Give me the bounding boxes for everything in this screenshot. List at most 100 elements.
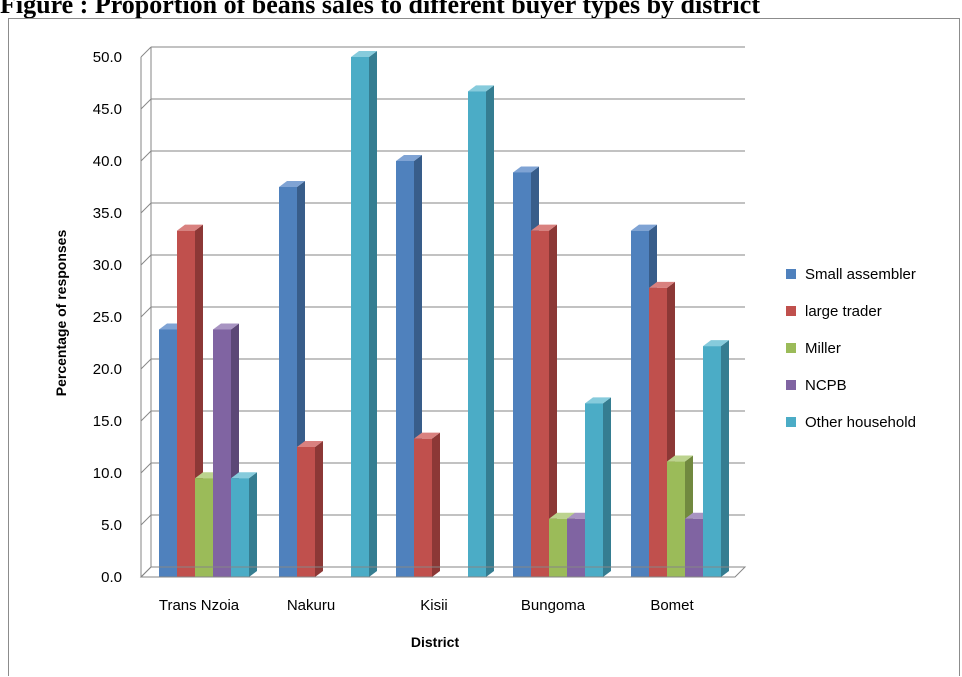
- bar-top: [513, 166, 539, 173]
- legend-item: Miller: [786, 340, 841, 357]
- bar-top: [177, 224, 203, 231]
- bar-side: [369, 51, 377, 577]
- bar-front: [703, 346, 721, 577]
- bar-top: [396, 155, 422, 161]
- legend-swatch: [786, 343, 796, 353]
- bar: [703, 340, 729, 577]
- bar-front: [585, 403, 603, 577]
- gridline-depth: [140, 254, 152, 266]
- y-tick-label: 5.0: [101, 517, 122, 534]
- bar-front: [414, 438, 432, 577]
- x-axis-title: District: [411, 634, 460, 650]
- chart-floor: [139, 566, 747, 578]
- legend-swatch: [786, 417, 796, 427]
- bar-side: [249, 472, 257, 577]
- bar-top: [649, 281, 675, 288]
- legend-label: NCPB: [805, 377, 847, 394]
- legend-item: NCPB: [786, 377, 847, 394]
- bar-side: [486, 85, 494, 577]
- x-tick-label: Bomet: [650, 597, 694, 614]
- gridline-depth: [140, 46, 152, 58]
- bar-side: [432, 432, 440, 577]
- bar-front: [685, 518, 703, 577]
- gridline-depth: [140, 202, 152, 214]
- bar-front: [513, 172, 531, 577]
- gridline-depth: [140, 410, 152, 422]
- y-tick-label: 35.0: [93, 205, 122, 222]
- x-tick-label: Bungoma: [521, 597, 586, 614]
- legend: Small assembler large trader Miller NCPB Oth…: [786, 266, 916, 431]
- bar: [351, 51, 377, 577]
- bar-front: [667, 461, 685, 577]
- bar-top: [279, 181, 305, 187]
- gridline-depth: [140, 150, 152, 162]
- bar-top: [231, 472, 257, 479]
- legend-swatch: [786, 306, 796, 316]
- legend-swatch: [786, 269, 796, 279]
- y-tick-label: 0.0: [101, 569, 122, 586]
- bar-front: [159, 329, 177, 577]
- bar-top: [213, 323, 239, 330]
- bar-front: [631, 230, 649, 577]
- bar-front: [231, 478, 249, 577]
- y-tick-label: 15.0: [93, 413, 122, 430]
- bar-top: [468, 85, 494, 92]
- bar-front: [468, 91, 486, 577]
- bar-front: [531, 230, 549, 577]
- legend-item: large trader: [786, 303, 882, 320]
- legend-swatch: [786, 380, 796, 390]
- bar: [414, 432, 440, 577]
- chart-frame: [8, 18, 960, 676]
- bar-front: [396, 161, 414, 577]
- y-tick-label: 40.0: [93, 153, 122, 170]
- bar-top: [297, 441, 323, 447]
- y-tick-label: 30.0: [93, 257, 122, 274]
- y-axis-ticks: 0.0 5.0 10.0 15.0 20.0 25.0 30.0 35.0 40.0 45.0 50…: [93, 49, 122, 586]
- legend-label: Other household: [805, 414, 916, 431]
- bar: [585, 397, 611, 577]
- bar: [297, 441, 323, 577]
- x-tick-label: Kisii: [420, 597, 448, 614]
- x-tick-label: Nakuru: [287, 597, 335, 614]
- gridline-depth: [140, 358, 152, 370]
- gridline-depth: [140, 98, 152, 110]
- bar-top: [703, 340, 729, 347]
- figure-caption: Figure : Proportion of beans sales to di…: [0, 0, 760, 18]
- x-axis-categories: Trans Nzoia Nakuru Kisii Bungoma Bomet: [159, 597, 695, 614]
- bar-top: [351, 51, 377, 57]
- y-axis-title: Percentage of responses: [53, 230, 69, 397]
- legend-label: Small assembler: [805, 266, 916, 283]
- bar-front: [549, 518, 567, 577]
- bar-top: [414, 432, 440, 439]
- y-tick-label: 50.0: [93, 49, 122, 66]
- bar-front: [351, 57, 369, 577]
- bar-front: [297, 447, 315, 577]
- y-tick-label: 45.0: [93, 101, 122, 118]
- bar-top: [585, 397, 611, 404]
- legend-item: Small assembler: [786, 266, 916, 283]
- bar-top: [549, 512, 575, 519]
- gridline-depth: [140, 306, 152, 318]
- bars: [159, 51, 729, 577]
- gridline-depth: [140, 514, 152, 526]
- bar-top: [631, 224, 657, 231]
- bar: [231, 472, 257, 577]
- bar-front: [279, 187, 297, 577]
- bar-front: [567, 518, 585, 577]
- bar-side: [603, 397, 611, 577]
- bar-front: [213, 329, 231, 577]
- y-tick-label: 10.0: [93, 465, 122, 482]
- bar-side: [549, 224, 557, 577]
- y-tick-label: 20.0: [93, 361, 122, 378]
- bar-top: [667, 455, 693, 462]
- legend-label: Miller: [805, 340, 841, 357]
- bar-front: [177, 230, 195, 577]
- bar-front: [649, 287, 667, 577]
- legend-label: large trader: [805, 303, 882, 320]
- x-tick-label: Trans Nzoia: [159, 597, 240, 614]
- bar: [531, 224, 557, 577]
- y-tick-label: 25.0: [93, 309, 122, 326]
- legend-item: Other household: [786, 414, 916, 431]
- gridline-depth: [140, 462, 152, 474]
